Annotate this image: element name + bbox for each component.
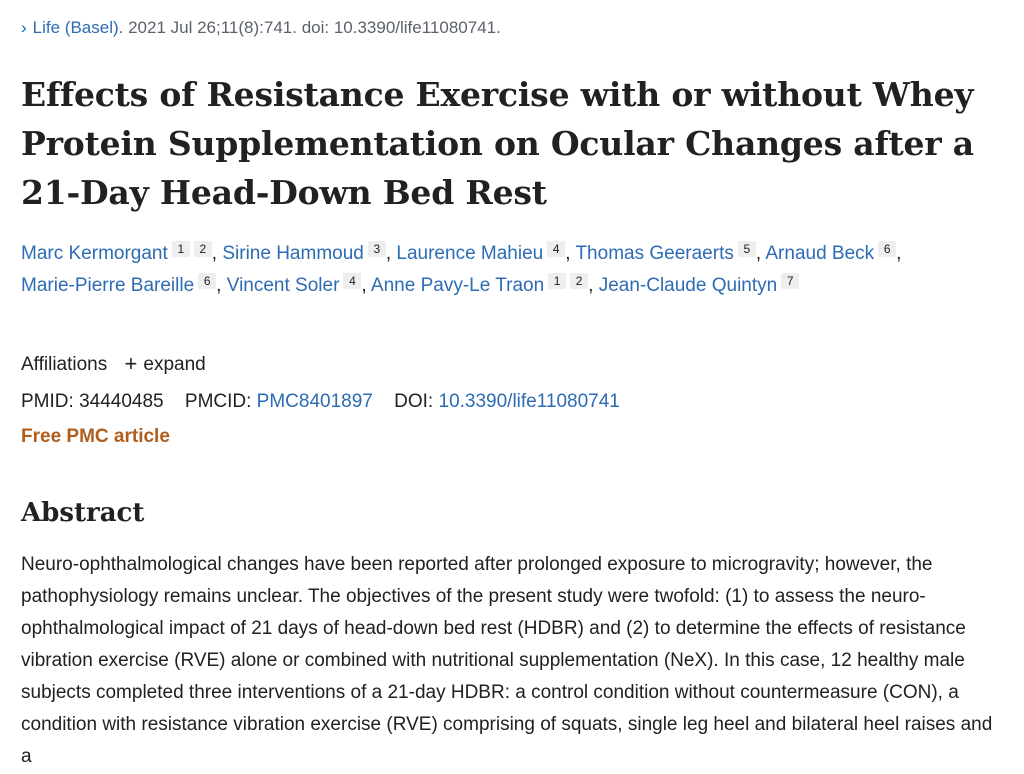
doi: DOI: 10.3390/life11080741 — [394, 391, 620, 412]
citation-details: . 2021 Jul 26;11(8):741. doi: 10.3390/li… — [118, 18, 501, 37]
abstract-text: Neuro-ophthalmological changes have been… — [21, 554, 993, 767]
pmcid-link[interactable]: PMC8401897 — [256, 391, 373, 412]
affiliation-number-button[interactable]: 6 — [198, 273, 217, 289]
authors-list: Marc Kermorgant 1 2, Sirine Hammoud 3, Laur… — [21, 238, 1011, 302]
article-title: Effects of Resistance Exercise with or w… — [21, 75, 974, 212]
citation-line: › Life (Basel). 2021 Jul 26;11(8):741. do… — [21, 16, 501, 40]
author-item: Laurence Mahieu 4, — [396, 241, 571, 264]
pmid: PMID: 34440485 — [21, 391, 164, 412]
affiliation-number-button[interactable]: 3 — [367, 241, 386, 257]
pmcid: PMCID: PMC8401897 — [185, 391, 373, 412]
author-link[interactable]: Vincent Soler — [226, 275, 340, 296]
affiliation-number-button[interactable]: 2 — [570, 273, 589, 289]
author-item: Marc Kermorgant 1 2, — [21, 241, 218, 264]
affiliation-number-button[interactable]: 7 — [781, 273, 800, 289]
author-link[interactable]: Marie-Pierre Bareille — [21, 275, 195, 296]
plus-icon: + — [124, 351, 138, 376]
affiliation-number-button[interactable]: 2 — [193, 241, 212, 257]
affiliations-row: Affiliations + expand — [21, 352, 206, 378]
doi-label: DOI: — [394, 391, 434, 412]
affiliations-label: Affiliations — [21, 354, 108, 375]
affiliation-number-button[interactable]: 6 — [878, 241, 897, 257]
author-item: Thomas Geeraerts 5, — [575, 241, 762, 264]
affiliation-number-button[interactable]: 4 — [547, 241, 566, 257]
author-item: Vincent Soler 4, — [226, 273, 367, 296]
identifiers-row: PMID: 34440485 PMCID: PMC8401897 DOI: 10… — [21, 389, 636, 415]
abstract-heading: Abstract — [21, 498, 145, 528]
author-link[interactable]: Sirine Hammoud — [222, 243, 364, 264]
author-link[interactable]: Thomas Geeraerts — [575, 243, 734, 264]
affiliation-number-button[interactable]: 1 — [548, 273, 567, 289]
author-link[interactable]: Laurence Mahieu — [396, 243, 544, 264]
pmid-label: PMID: — [21, 391, 74, 412]
doi-link[interactable]: 10.3390/life11080741 — [438, 391, 620, 412]
affiliation-number-button[interactable]: 4 — [343, 273, 362, 289]
journal-link[interactable]: Life (Basel) — [32, 18, 119, 37]
author-link[interactable]: Arnaud Beck — [765, 243, 875, 264]
free-pmc-article-badge: Free PMC article — [21, 426, 170, 447]
author-link[interactable]: Anne Pavy-Le Traon — [370, 275, 545, 296]
author-link[interactable]: Marc Kermorgant — [21, 243, 168, 264]
author-item: Sirine Hammoud 3, — [222, 241, 392, 264]
pmid-value: 34440485 — [79, 391, 164, 412]
author-item: Jean-Claude Quintyn 7 — [598, 273, 800, 296]
chevron-right-icon: › — [21, 18, 27, 37]
author-item: Marie-Pierre Bareille 6, — [21, 273, 222, 296]
expand-label: expand — [143, 354, 206, 375]
affiliation-number-button[interactable]: 1 — [171, 241, 190, 257]
affiliation-number-button[interactable]: 5 — [737, 241, 756, 257]
affiliations-expand-button[interactable]: + expand — [124, 351, 206, 376]
author-link[interactable]: Jean-Claude Quintyn — [598, 275, 778, 296]
author-item: Arnaud Beck 6, — [765, 241, 902, 264]
author-item: Anne Pavy-Le Traon 1 2, — [370, 273, 594, 296]
pmcid-label: PMCID: — [184, 391, 252, 412]
